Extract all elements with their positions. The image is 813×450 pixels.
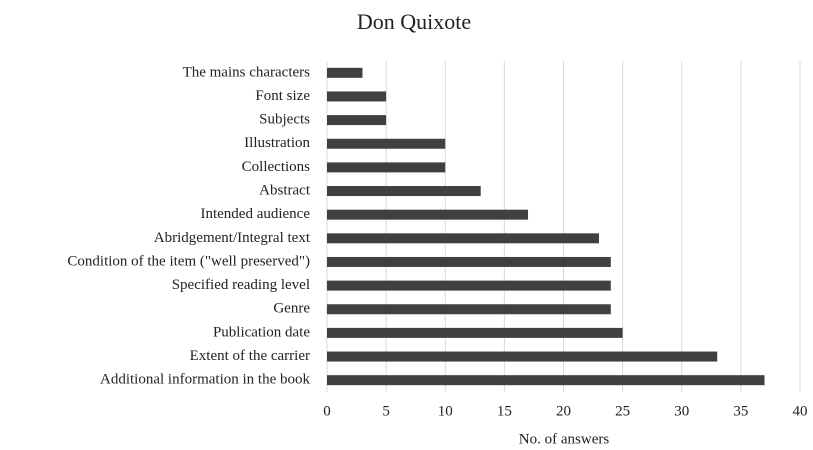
- x-tick-label: 25: [615, 403, 630, 419]
- y-tick-label: Specified reading level: [172, 277, 310, 293]
- bar: [327, 115, 387, 126]
- x-axis-label: No. of answers: [519, 431, 610, 447]
- bar: [327, 209, 529, 220]
- bar: [327, 67, 363, 78]
- bar: [327, 351, 718, 362]
- y-tick-label: Publication date: [213, 324, 310, 340]
- y-tick-label: Collections: [242, 159, 310, 175]
- bar: [327, 280, 611, 291]
- bar: [327, 91, 387, 102]
- x-tick-label: 10: [438, 403, 453, 419]
- y-tick-label: Abridgement/Integral text: [154, 230, 311, 246]
- bar: [327, 375, 765, 386]
- y-tick-label: Font size: [255, 88, 310, 104]
- chart-title: Don Quixote: [357, 9, 471, 34]
- bar: [327, 162, 446, 173]
- bar: [327, 304, 611, 315]
- y-tick-label: Subjects: [259, 112, 310, 128]
- y-tick-label: Abstract: [259, 182, 311, 198]
- bar: [327, 256, 611, 267]
- y-tick-label: The mains characters: [183, 64, 311, 80]
- y-tick-label: Additional information in the book: [100, 372, 310, 388]
- y-tick-label: Genre: [273, 301, 310, 317]
- bar: [327, 186, 481, 197]
- x-tick-label: 35: [733, 403, 748, 419]
- x-tick-label: 0: [323, 403, 331, 419]
- x-tick-label: 20: [556, 403, 571, 419]
- x-tick-label: 5: [382, 403, 390, 419]
- x-tick-label: 40: [793, 403, 808, 419]
- x-tick-label: 30: [674, 403, 689, 419]
- y-tick-label: Extent of the carrier: [190, 348, 310, 364]
- bar: [327, 327, 623, 338]
- y-tick-label: Illustration: [244, 135, 310, 151]
- bar: [327, 138, 446, 149]
- x-tick-label: 15: [497, 403, 512, 419]
- y-tick-label: Condition of the item ("well preserved"): [67, 253, 310, 269]
- y-tick-label: Intended audience: [200, 206, 310, 222]
- bar: [327, 233, 599, 244]
